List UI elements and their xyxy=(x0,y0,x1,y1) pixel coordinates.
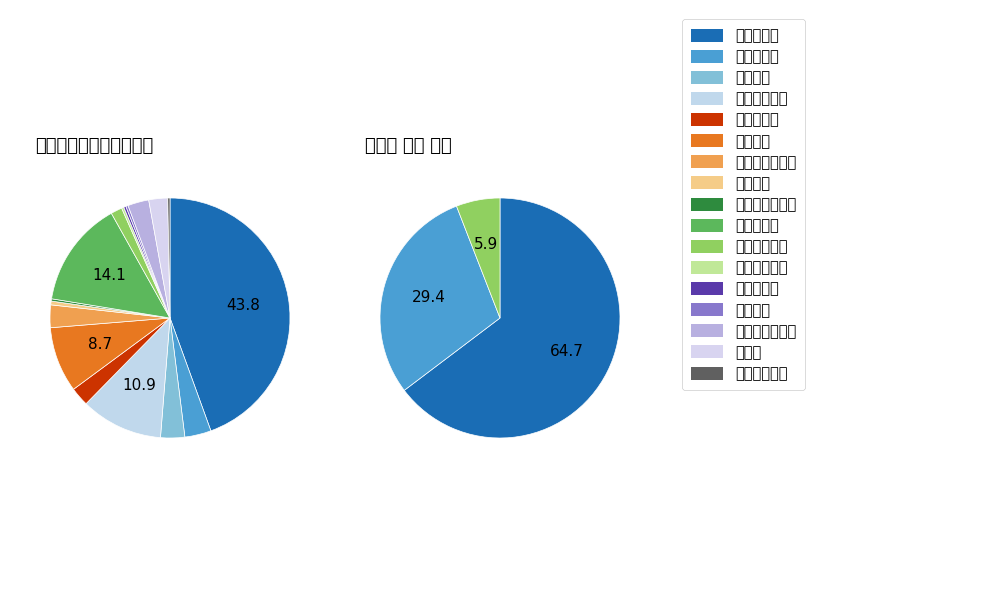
Wedge shape xyxy=(170,198,290,431)
Wedge shape xyxy=(457,198,500,318)
Wedge shape xyxy=(126,206,170,318)
Wedge shape xyxy=(51,301,170,318)
Wedge shape xyxy=(168,198,170,318)
Text: 43.8: 43.8 xyxy=(226,298,260,313)
Wedge shape xyxy=(124,206,170,318)
Wedge shape xyxy=(149,198,170,318)
Wedge shape xyxy=(170,318,211,437)
Text: セ・リーグ全プレイヤー: セ・リーグ全プレイヤー xyxy=(35,137,153,155)
Wedge shape xyxy=(160,318,185,438)
Wedge shape xyxy=(51,299,170,318)
Text: 10.9: 10.9 xyxy=(122,378,156,393)
Text: 大瀨良 大地 選手: 大瀨良 大地 選手 xyxy=(365,137,452,155)
Wedge shape xyxy=(52,213,170,318)
Wedge shape xyxy=(86,318,170,437)
Text: 14.1: 14.1 xyxy=(92,268,126,283)
Text: 64.7: 64.7 xyxy=(550,344,584,359)
Wedge shape xyxy=(404,198,620,438)
Wedge shape xyxy=(122,207,170,318)
Wedge shape xyxy=(50,318,170,389)
Text: 29.4: 29.4 xyxy=(411,290,445,305)
Wedge shape xyxy=(111,208,170,318)
Wedge shape xyxy=(73,318,170,404)
Wedge shape xyxy=(128,200,170,318)
Wedge shape xyxy=(380,206,500,391)
Legend: ストレート, ツーシーム, シュート, カットボール, スプリット, フォーク, チェンジアップ, シンカー, 高速スライダー, スライダー, 縦スライダー, : ストレート, ツーシーム, シュート, カットボール, スプリット, フォーク,… xyxy=(682,19,805,390)
Wedge shape xyxy=(50,305,170,328)
Text: 8.7: 8.7 xyxy=(88,337,112,352)
Text: 5.9: 5.9 xyxy=(474,238,498,253)
